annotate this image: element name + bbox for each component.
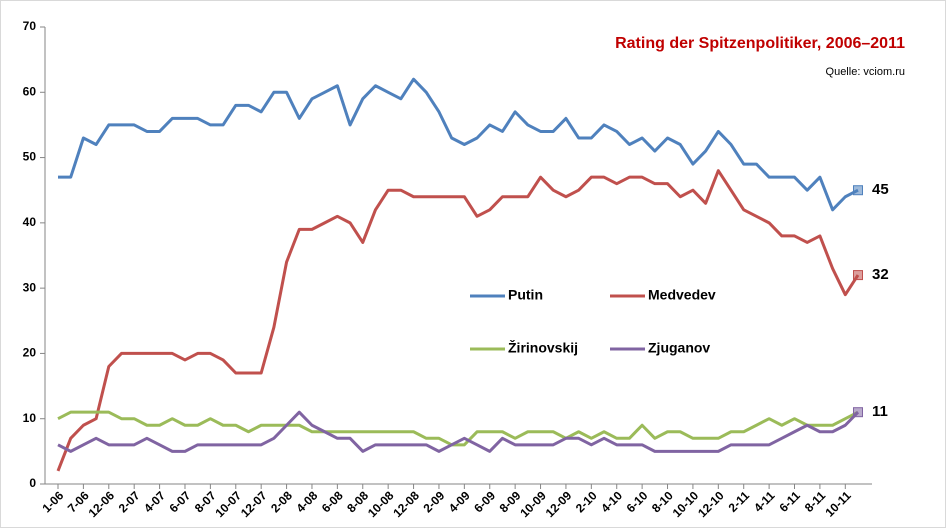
end-marker <box>853 185 863 196</box>
y-tick-label: 30 <box>23 280 37 294</box>
end-marker <box>853 270 863 281</box>
y-tick-label: 70 <box>23 19 37 33</box>
end-label: 32 <box>872 266 889 283</box>
source: Quelle: vciom.ru <box>826 66 905 78</box>
legend-label: Žirinovskij <box>508 339 578 356</box>
series-line <box>57 410 860 453</box>
legend-label: Zjuganov <box>648 340 710 356</box>
end-label: 11 <box>872 403 888 420</box>
chart-title: Rating der Spitzenpolitiker, 2006–2011 <box>615 35 905 52</box>
y-tick-label: 60 <box>23 84 37 98</box>
series-line <box>56 169 860 472</box>
y-tick-label: 40 <box>23 215 37 229</box>
y-tick-label: 50 <box>23 150 37 164</box>
end-marker <box>853 407 863 418</box>
y-tick-label: 10 <box>23 411 37 425</box>
legend-label: Putin <box>508 287 543 303</box>
series-line <box>57 410 859 447</box>
y-tick-label: 20 <box>23 346 37 360</box>
series-line <box>58 77 859 212</box>
legend-label: Medvedev <box>648 287 716 303</box>
end-label: 45 <box>872 181 889 198</box>
y-tick-label: 0 <box>29 476 36 490</box>
